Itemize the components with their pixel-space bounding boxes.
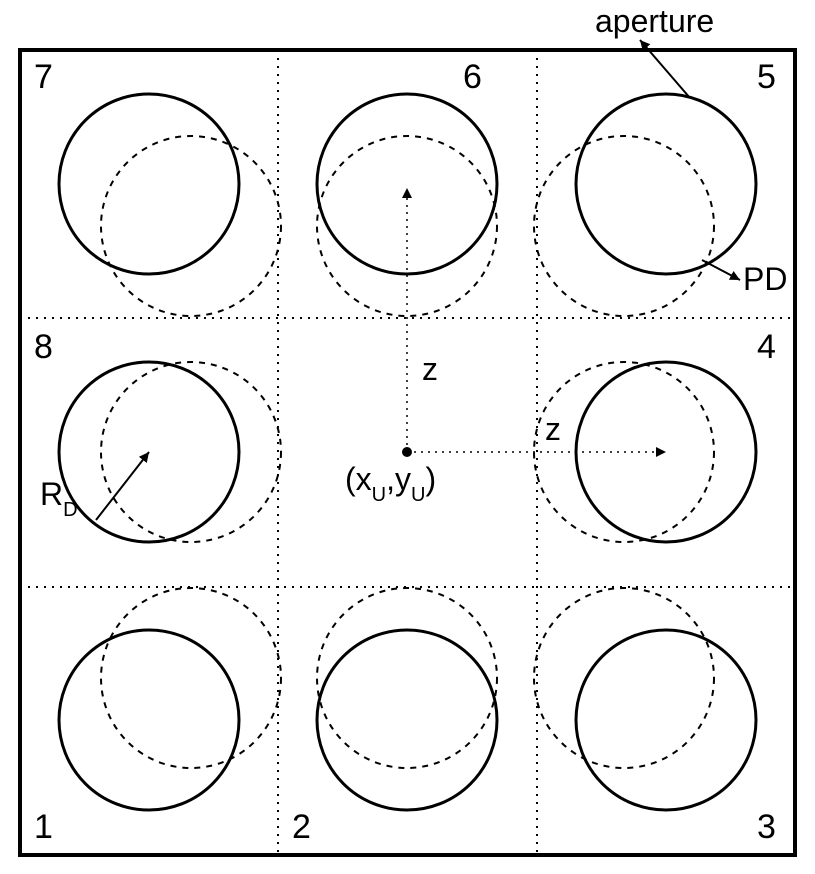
cell-number: 1 [34,808,53,846]
center-dot [402,447,412,457]
cell-number: 2 [292,808,311,846]
center-label: (xU,yU) [345,461,436,506]
diagram-svg: 7 6 5 8 4 1 2 3 z z (xU,yU) RD aperture PD [0,0,815,874]
aperture-circle [576,94,756,274]
cell-number: 7 [34,58,53,96]
pd-callout-line [702,260,740,280]
cell-number: 5 [757,58,776,96]
aperture-callout-label: aperture [595,3,714,39]
pd-callout-label: PD [743,261,787,297]
pd-circle [317,588,497,768]
aperture-circle [576,630,756,810]
rd-label: RD [40,476,78,521]
pd-circle [101,362,281,542]
aperture-circle [59,630,239,810]
cell-number: 6 [463,58,482,96]
pd-circle [534,588,714,768]
aperture-circle [317,630,497,810]
z-label: z [545,411,561,447]
pd-circle [101,588,281,768]
aperture-circle [59,94,239,274]
pd-circle [101,136,281,316]
cell-number: 4 [757,328,776,366]
cell-number: 3 [757,808,776,846]
pd-circle [534,136,714,316]
cell-number: 8 [34,328,53,366]
z-label: z [422,351,438,387]
